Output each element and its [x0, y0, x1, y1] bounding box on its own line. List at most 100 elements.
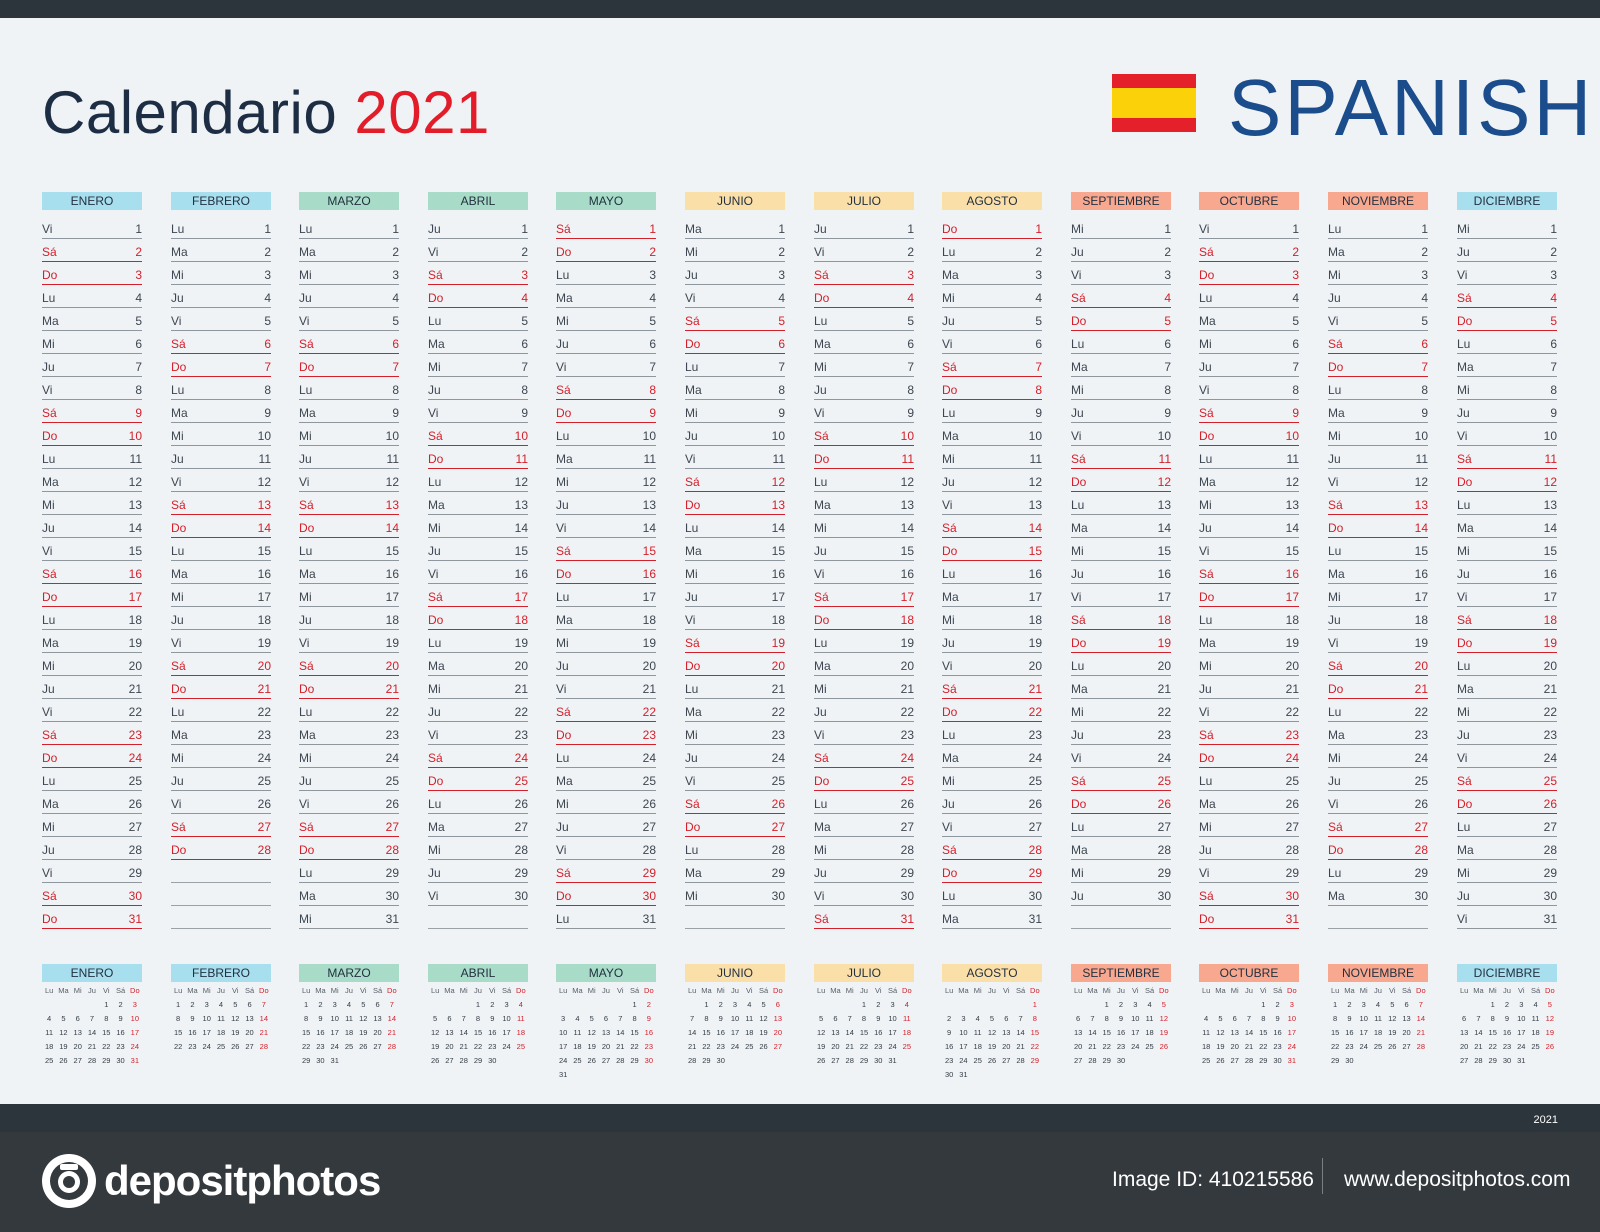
mini-day: 22	[1330, 1042, 1340, 1051]
day-row: Do 14	[171, 515, 271, 538]
mini-calendar: NOVIEMBRE Lu Ma Mi Ju Vi Sá Do 1 2 3 4 5 6 7 8 9 10 11 12 13…	[1328, 964, 1428, 1068]
mini-day: 23	[1273, 1042, 1282, 1051]
weekday-abbr: Mi	[942, 774, 955, 788]
mini-day	[370, 1054, 384, 1068]
day-number: 3	[264, 268, 271, 282]
weekday-abbr: Do	[299, 360, 315, 374]
mini-day: 7	[1090, 1014, 1095, 1023]
mini-day: 29	[1030, 1056, 1040, 1065]
weekday-abbr: Do	[942, 544, 958, 558]
mini-day: 6	[833, 1014, 838, 1023]
weekday-abbr: Vi	[685, 613, 696, 627]
mini-day	[843, 998, 857, 1012]
mini-day	[1528, 1054, 1542, 1068]
mini-day: 22	[301, 1042, 311, 1051]
day-number: 7	[1421, 360, 1428, 374]
month-header: MAYO	[556, 192, 656, 210]
weekday-abbr: Lu	[942, 567, 956, 581]
day-number: 15	[642, 544, 656, 558]
mini-day: 15	[301, 1028, 311, 1037]
weekday-abbr: Lu	[171, 222, 185, 236]
weekday-abbr: Sá	[299, 337, 314, 351]
day-number: 19	[1157, 636, 1171, 650]
day-row: Mi 16	[685, 561, 785, 584]
day-number: 22	[257, 705, 271, 719]
day-row: Vi 17	[1457, 584, 1557, 607]
day-number: 26	[1028, 797, 1042, 811]
day-row: Ma 7	[1071, 354, 1171, 377]
mini-day	[1357, 1054, 1371, 1068]
mini-weekday: Vi	[1389, 986, 1396, 995]
day-row: Do 11	[814, 446, 914, 469]
weekday-abbr: Sá	[299, 659, 314, 673]
day-number: 17	[385, 590, 399, 604]
day-row: Lu 30	[942, 883, 1042, 906]
weekday-abbr: Lu	[1328, 705, 1342, 719]
day-row: Ju 30	[1457, 883, 1557, 906]
weekday-abbr: Lu	[1071, 820, 1085, 834]
day-row: Sá 5	[685, 308, 785, 331]
weekday-abbr: Lu	[1199, 291, 1213, 305]
weekday-abbr: Ma	[1199, 475, 1216, 489]
day-number: 21	[1157, 682, 1171, 696]
mini-day	[642, 1068, 656, 1082]
day-row: Ma 9	[171, 400, 271, 423]
weekday-abbr: Do	[428, 452, 444, 466]
mini-day: 28	[259, 1042, 269, 1051]
weekday-abbr: Vi	[814, 567, 825, 581]
mini-day: 9	[490, 1014, 495, 1023]
mini-month-header: FEBRERO	[171, 964, 271, 982]
month-column: DICIEMBRE Mi 1 Ju 2 Vi 3 Sá 4 Do 5 Lu 6 Ma 7 Mi 8 Ju 9 Vi 10…	[1457, 192, 1557, 929]
day-row: Vi 12	[299, 469, 399, 492]
weekday-abbr: Sá	[942, 843, 957, 857]
day-number: 30	[900, 889, 914, 903]
day-row: Sá 17	[428, 584, 528, 607]
day-row: Ma 31	[942, 906, 1042, 929]
day-number: 13	[1028, 498, 1042, 512]
mini-weekday: Ju	[1117, 986, 1125, 995]
weekday-abbr: Ma	[42, 636, 59, 650]
weekday-abbr: Sá	[1457, 291, 1472, 305]
mini-weekday: Mi	[73, 986, 82, 995]
mini-day: 2	[1118, 1000, 1124, 1009]
weekday-abbr: Mi	[1328, 590, 1341, 604]
mini-day: 17	[959, 1042, 968, 1051]
weekday-abbr: Lu	[556, 268, 570, 282]
weekday-abbr: Sá	[171, 820, 186, 834]
site-url[interactable]: www.depositphotos.com	[1344, 1168, 1571, 1191]
day-number: 26	[771, 797, 785, 811]
day-number: 6	[1164, 337, 1171, 351]
mini-day: 16	[716, 1028, 725, 1037]
day-number: 7	[392, 360, 399, 374]
mini-day	[428, 998, 442, 1012]
weekday-abbr: Ju	[428, 222, 441, 236]
weekday-abbr: Sá	[1071, 452, 1086, 466]
day-row: Ju 18	[1328, 607, 1428, 630]
weekday-abbr: Vi	[1199, 705, 1210, 719]
day-number: 11	[643, 452, 656, 466]
day-row: Ju 4	[299, 285, 399, 308]
mini-day: 10	[1287, 1014, 1297, 1023]
mini-day: 31	[888, 1056, 897, 1065]
mini-day: 1	[1333, 1000, 1338, 1009]
mini-weekday: Sá	[1530, 986, 1541, 995]
month-column: AGOSTO Do 1 Lu 2 Ma 3 Mi 4 Ju 5 Vi 6 Sá 7 Do 8 Lu 9 Ma 10 Mi 1…	[942, 192, 1042, 929]
mini-day: 10	[1131, 1014, 1140, 1023]
weekday-abbr: Lu	[942, 245, 956, 259]
day-number: 18	[128, 613, 142, 627]
weekday-abbr: Sá	[685, 636, 700, 650]
mini-calendar: AGOSTO Lu Ma Mi Ju Vi Sá Do 1 2 3 4 5 6 7 8 9 10 11 12 13 14 1…	[942, 964, 1042, 1082]
month-column: SEPTIEMBRE Mi 1 Ju 2 Vi 3 Sá 4 Do 5 Lu 6 Ma 7 Mi 8 Ju 9 Vi 1…	[1071, 192, 1171, 929]
weekday-abbr: Do	[942, 383, 958, 397]
weekday-abbr: Ma	[171, 567, 188, 581]
mini-day	[1157, 1054, 1171, 1068]
month-header: AGOSTO	[942, 192, 1042, 210]
day-number: 23	[1414, 728, 1428, 742]
day-number: 5	[778, 314, 785, 328]
day-row: Ju 7	[1199, 354, 1299, 377]
day-number: 20	[900, 659, 914, 673]
mini-day: 28	[845, 1056, 854, 1065]
day-row: Mi 30	[685, 883, 785, 906]
mini-day: 18	[44, 1042, 54, 1051]
day-number: 9	[649, 406, 656, 420]
